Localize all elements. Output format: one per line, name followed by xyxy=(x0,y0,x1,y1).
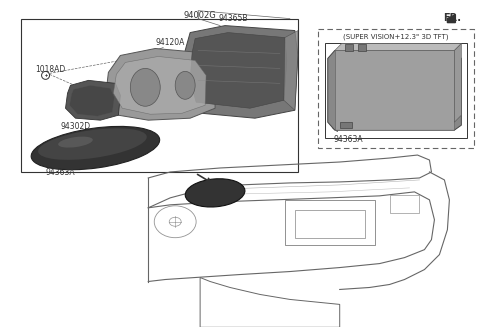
Polygon shape xyxy=(447,15,456,23)
Polygon shape xyxy=(183,26,298,118)
Bar xyxy=(345,44,353,51)
Polygon shape xyxy=(455,44,461,122)
Bar xyxy=(340,122,352,128)
Bar xyxy=(295,210,365,238)
Ellipse shape xyxy=(185,179,245,207)
Text: 94120A: 94120A xyxy=(155,38,185,48)
Polygon shape xyxy=(284,31,298,110)
Ellipse shape xyxy=(31,126,160,170)
Bar xyxy=(358,44,366,51)
Polygon shape xyxy=(335,51,455,130)
Polygon shape xyxy=(335,44,461,51)
Polygon shape xyxy=(65,80,120,120)
Text: 1018AD: 1018AD xyxy=(36,65,66,74)
Text: FR.: FR. xyxy=(444,13,461,23)
Ellipse shape xyxy=(130,69,160,106)
Text: 94363A: 94363A xyxy=(46,168,75,177)
Polygon shape xyxy=(190,32,287,108)
Polygon shape xyxy=(113,56,206,114)
Text: 94363A: 94363A xyxy=(334,135,363,144)
Ellipse shape xyxy=(58,136,93,148)
Text: 94002G: 94002G xyxy=(184,10,216,20)
Text: 94365B: 94365B xyxy=(218,13,248,23)
Ellipse shape xyxy=(175,72,195,99)
Polygon shape xyxy=(70,85,114,116)
Bar xyxy=(285,200,374,245)
Bar xyxy=(325,43,468,138)
Text: 94002G: 94002G xyxy=(381,43,411,51)
Ellipse shape xyxy=(38,128,147,160)
Polygon shape xyxy=(328,51,461,130)
Text: 94302D: 94302D xyxy=(60,122,91,131)
Polygon shape xyxy=(106,49,215,120)
Text: (SUPER VISION+12.3" 3D TFT): (SUPER VISION+12.3" 3D TFT) xyxy=(343,33,449,40)
Bar xyxy=(318,29,474,148)
Bar xyxy=(390,195,420,213)
